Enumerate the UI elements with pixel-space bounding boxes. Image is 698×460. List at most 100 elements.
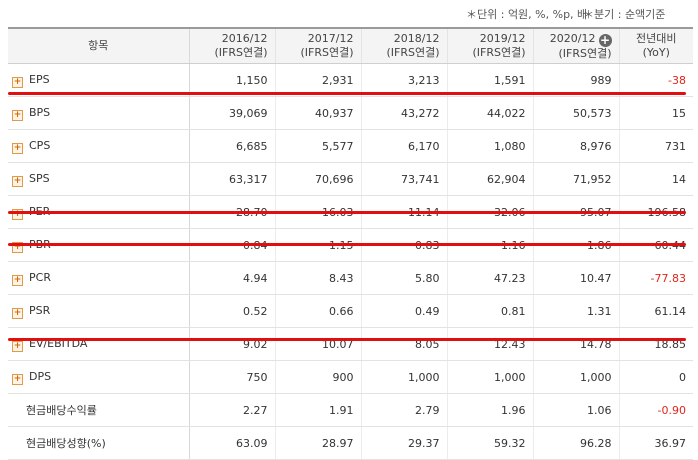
row-label-text: 현금배당수익률 — [26, 404, 97, 417]
cell-value: 62,904 — [447, 162, 534, 196]
row-label[interactable]: + EPS — [8, 63, 190, 97]
unit-note: ＊단위 : 억원, %, %p, 배 — [466, 8, 588, 21]
cell-value: 900 — [275, 360, 362, 394]
table-row: + PSR 0.52 0.66 0.49 0.81 1.31 61.14 — [8, 294, 693, 328]
expand-plus-icon[interactable]: + — [12, 373, 23, 385]
header-row: 항목 2016/12 (IFRS연결) 2017/12 (IFRS연결) 2018/… — [8, 27, 693, 64]
row-label[interactable]: + SPS — [8, 162, 190, 196]
valuation-table: 항목 2016/12 (IFRS연결) 2017/12 (IFRS연결) 2018/… — [8, 27, 693, 460]
header-year-col: 2019/12 (IFRS연결) — [447, 27, 534, 64]
table-row: + CPS 6,685 5,577 6,170 1,080 8,976 731 — [8, 129, 693, 163]
cell-value: 0.49 — [361, 294, 448, 328]
highlight-line-per — [8, 211, 686, 214]
cell-value: 44,022 — [447, 96, 534, 130]
cell-value: 2.27 — [189, 393, 276, 427]
header-yoy: 전년대비 (YoY) — [619, 27, 693, 64]
table-row: + BPS 39,069 40,937 43,272 44,022 50,573 15 — [8, 96, 693, 130]
cell-value: 8,976 — [533, 129, 620, 163]
cell-value: 50,573 — [533, 96, 620, 130]
row-label-text: BPS — [29, 105, 51, 119]
cell-value: 0.81 — [447, 294, 534, 328]
cell-value: 0.66 — [275, 294, 362, 328]
unit-notes: ＊단위 : 억원, %, %p, 배 ＊분기 : 순액기준 — [0, 6, 698, 22]
cell-value: 1,000 — [447, 360, 534, 394]
row-label[interactable]: + PSR — [8, 294, 190, 328]
highlight-line-eps — [8, 92, 686, 95]
row-label[interactable]: + PCR — [8, 261, 190, 295]
add-column-icon[interactable]: + — [598, 32, 612, 47]
header-year-col: 2018/12 (IFRS연결) — [361, 27, 448, 64]
expand-plus-icon[interactable]: + — [12, 109, 23, 121]
row-label: 현금배당성향(%) — [8, 426, 190, 460]
cell-value: 1,000 — [533, 360, 620, 394]
cell-value: 1.31 — [533, 294, 620, 328]
expand-plus-icon[interactable]: + — [12, 241, 23, 253]
row-label[interactable]: + DPS — [8, 360, 190, 394]
row-label-text: 현금배당성향(%) — [26, 437, 106, 450]
table-row: + PCR 4.94 8.43 5.80 47.23 10.47 -77.83 — [8, 261, 693, 295]
cell-value: 1,080 — [447, 129, 534, 163]
cell-value: 3,213 — [361, 63, 448, 97]
cell-value: 63,317 — [189, 162, 276, 196]
cell-value: 2,931 — [275, 63, 362, 97]
header-year-col: 2017/12 (IFRS연결) — [275, 27, 362, 64]
row-label-text: SPS — [29, 171, 50, 185]
cell-value: 70,696 — [275, 162, 362, 196]
cell-value: 4.94 — [189, 261, 276, 295]
cell-yoy: -0.90 — [619, 393, 693, 427]
row-label[interactable]: + BPS — [8, 96, 190, 130]
expand-plus-icon[interactable]: + — [12, 307, 23, 319]
cell-yoy: -38 — [619, 63, 693, 97]
cell-value: 6,170 — [361, 129, 448, 163]
row-label-text: CPS — [29, 138, 51, 152]
expand-plus-icon[interactable]: + — [12, 340, 23, 352]
row-label-text: EPS — [29, 72, 50, 86]
cell-yoy: 15 — [619, 96, 693, 130]
quarter-basis-note: ＊분기 : 순액기준 — [583, 8, 666, 21]
cell-value: 5,577 — [275, 129, 362, 163]
cell-value: 1.96 — [447, 393, 534, 427]
cell-value: 14.78 — [533, 327, 620, 361]
cell-value: 1,591 — [447, 63, 534, 97]
row-label-text: PSR — [29, 303, 51, 317]
cell-value: 9.02 — [189, 327, 276, 361]
row-label-text: PCR — [29, 270, 51, 284]
row-label: 현금배당수익률 — [8, 393, 190, 427]
expand-plus-icon[interactable]: + — [12, 142, 23, 154]
cell-value: 43,272 — [361, 96, 448, 130]
cell-value: 10.47 — [533, 261, 620, 295]
row-label-text: DPS — [29, 369, 52, 383]
cell-value: 10.07 — [275, 327, 362, 361]
row-label[interactable]: + EV/EBITDA — [8, 327, 190, 361]
expand-plus-icon[interactable]: + — [12, 175, 23, 187]
table-row: + SPS 63,317 70,696 73,741 62,904 71,952 14 — [8, 162, 693, 196]
cell-value: 989 — [533, 63, 620, 97]
expand-plus-icon[interactable]: + — [12, 76, 23, 88]
cell-value: 2.79 — [361, 393, 448, 427]
cell-value: 1.91 — [275, 393, 362, 427]
cell-value: 29.37 — [361, 426, 448, 460]
row-label[interactable]: + CPS — [8, 129, 190, 163]
cell-value: 1,150 — [189, 63, 276, 97]
header-year-col: 2016/12 (IFRS연결) — [189, 27, 276, 64]
header-item: 항목 — [8, 27, 190, 64]
table-row: + EPS 1,150 2,931 3,213 1,591 989 -38 — [8, 63, 693, 97]
cell-value: 71,952 — [533, 162, 620, 196]
table-row: + EV/EBITDA 9.02 10.07 8.05 12.43 14.78 18.85 — [8, 327, 693, 361]
expand-plus-icon[interactable]: + — [12, 274, 23, 286]
cell-value: 1.06 — [533, 393, 620, 427]
cell-value: 59.32 — [447, 426, 534, 460]
cell-value: 73,741 — [361, 162, 448, 196]
cell-value: 1,000 — [361, 360, 448, 394]
cell-value: 28.97 — [275, 426, 362, 460]
cell-value: 40,937 — [275, 96, 362, 130]
cell-yoy: 14 — [619, 162, 693, 196]
cell-value: 6,685 — [189, 129, 276, 163]
cell-yoy: 0 — [619, 360, 693, 394]
highlight-line-pbr — [8, 243, 686, 246]
cell-value: 750 — [189, 360, 276, 394]
cell-yoy: 731 — [619, 129, 693, 163]
cell-yoy: 61.14 — [619, 294, 693, 328]
highlight-line-evebitda — [8, 338, 686, 341]
cell-value: 12.43 — [447, 327, 534, 361]
